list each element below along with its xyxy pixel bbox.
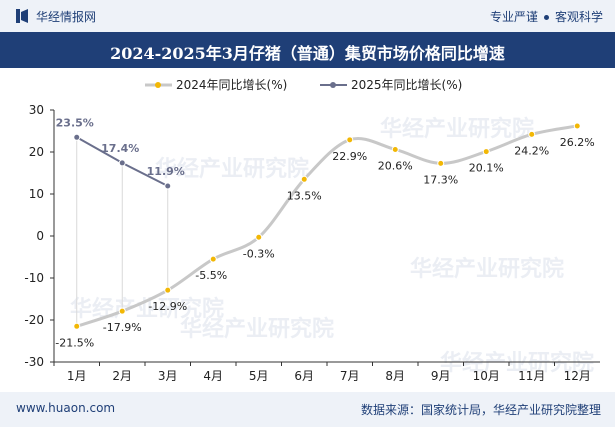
- line-chart: 华经产业研究院华经产业研究院华经产业研究院华经产业研究院华经产业研究院华经产业研…: [24, 78, 600, 383]
- series-2024-data-label: -12.9%: [148, 300, 187, 313]
- slogan-right: 客观科学: [554, 10, 603, 24]
- series-2024-data-label: -17.9%: [103, 321, 142, 334]
- brand-logo-icon: [16, 9, 28, 23]
- x-tick-label: 4月: [203, 369, 223, 383]
- series-2024-point: [391, 145, 399, 153]
- slogan-left: 专业严谨: [489, 10, 538, 24]
- series-2024-data-label: 26.2%: [560, 136, 595, 149]
- title-bar: 2024-2025年3月仔猪（普通）集贸市场价格同比增速: [0, 32, 615, 68]
- series-2024-data-label: -21.5%: [55, 336, 94, 349]
- top-bar: 华经情报网 专业严谨 客观科学: [0, 0, 615, 32]
- series-2025-data-label: 17.4%: [101, 142, 139, 155]
- series-2024-point: [573, 122, 581, 130]
- website-url: www.huaon.com: [16, 401, 116, 415]
- x-tick-label: 6月: [294, 369, 314, 383]
- series-2025-point: [118, 159, 126, 167]
- series-2024-point: [209, 255, 217, 263]
- series-2024-data-label: 20.6%: [378, 159, 413, 172]
- x-tick-label: 8月: [385, 369, 405, 383]
- series-2024-point: [255, 233, 263, 241]
- series-2024-data-label: 22.9%: [332, 150, 367, 163]
- footer-bar: www.huaon.com 数据来源：国家统计局，华经产业研究院整理: [0, 392, 615, 427]
- legend: 2024年同比增长(%) 2025年同比增长(%): [145, 78, 462, 92]
- watermark-text: 华经产业研究院: [440, 350, 594, 376]
- series-2024-point: [118, 307, 126, 315]
- series-2024-point: [528, 130, 536, 138]
- series-2024-point: [437, 159, 445, 167]
- x-tick-label: 2月: [112, 369, 132, 383]
- x-tick-label: 9月: [431, 369, 451, 383]
- slogan: 专业严谨 客观科学: [490, 8, 603, 25]
- series-2025-data-label: 11.9%: [147, 165, 185, 178]
- series-2024-data-label: -5.5%: [195, 269, 227, 282]
- x-tick-label: 1月: [67, 369, 87, 383]
- y-tick-label: -30: [24, 355, 44, 369]
- series-2024-point: [346, 136, 354, 144]
- legend-2025-label: 2025年同比增长(%): [351, 78, 462, 92]
- y-tick-label: 20: [29, 145, 44, 159]
- y-tick-label: 0: [36, 229, 44, 243]
- legend-2024-marker: [155, 82, 161, 88]
- brand-name: 华经情报网: [36, 10, 97, 24]
- legend-2024-label: 2024年同比增长(%): [176, 78, 287, 92]
- y-tick-label: 30: [29, 103, 44, 117]
- x-tick-label: 5月: [249, 369, 269, 383]
- series-2024-data-label: -0.3%: [243, 247, 275, 260]
- data-source: 数据来源：国家统计局，华经产业研究院整理: [360, 403, 601, 417]
- x-tick-label: 12月: [564, 369, 591, 383]
- series-2025-point: [164, 182, 172, 190]
- chart-title: 2024-2025年3月仔猪（普通）集贸市场价格同比增速: [110, 44, 505, 63]
- series-2024-point: [73, 322, 81, 330]
- x-tick-label: 11月: [518, 369, 545, 383]
- watermark-text: 华经产业研究院: [410, 256, 564, 282]
- series-2024-point: [482, 148, 490, 156]
- watermark-text: 华经产业研究院: [155, 156, 309, 182]
- series-2024-point: [300, 175, 308, 183]
- x-tick-label: 3月: [158, 369, 178, 383]
- series-2024-data-label: 20.1%: [469, 162, 504, 175]
- x-tick-label: 7月: [340, 369, 360, 383]
- legend-2025-marker: [330, 82, 336, 88]
- watermark-text: 华经产业研究院: [380, 116, 534, 142]
- separator-dot-icon: [543, 15, 549, 20]
- x-tick-label: 10月: [473, 369, 500, 383]
- series-2024-data-label: 17.3%: [423, 173, 458, 186]
- series-2024-point: [164, 286, 172, 294]
- series-2024-data-label: 24.2%: [514, 144, 549, 157]
- watermark-text: 华经产业研究院: [180, 316, 334, 342]
- y-tick-label: -20: [24, 313, 44, 327]
- series-2024-data-label: 13.5%: [287, 189, 322, 202]
- series-2025-point: [73, 133, 81, 141]
- series-2025-data-label: 23.5%: [56, 116, 94, 129]
- y-tick-label: -10: [24, 271, 44, 285]
- y-tick-label: 10: [29, 187, 44, 201]
